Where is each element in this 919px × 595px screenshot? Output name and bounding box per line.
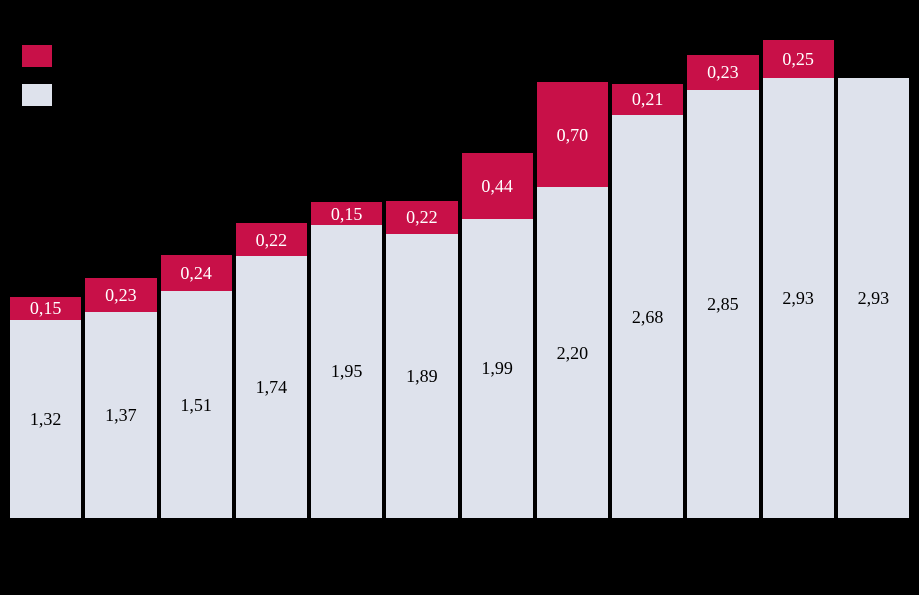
bar: 2,93 bbox=[837, 77, 909, 518]
bar: 0,15 1,32 bbox=[10, 297, 82, 518]
segment-highlight: 0,23 bbox=[687, 55, 759, 90]
segment-base: 1,37 bbox=[85, 312, 157, 518]
bar: 0,24 1,51 bbox=[160, 254, 232, 518]
segment-base: 2,93 bbox=[762, 77, 834, 518]
segment-highlight: 0,15 bbox=[10, 297, 82, 320]
legend bbox=[22, 45, 60, 106]
segment-label: 0,15 bbox=[330, 203, 363, 224]
segment-label: 0,44 bbox=[481, 175, 513, 196]
segment-base: 1,74 bbox=[235, 256, 307, 518]
segment-label: 0,15 bbox=[29, 298, 62, 319]
segment-label: 1,74 bbox=[255, 377, 288, 398]
segment-base: 2,85 bbox=[687, 89, 759, 518]
segment-base: 1,89 bbox=[386, 233, 458, 518]
segment-highlight: 0,22 bbox=[235, 223, 307, 257]
segment-label: 1,37 bbox=[105, 405, 137, 426]
bar: 0,22 1,89 bbox=[386, 200, 458, 518]
segment-highlight: 0,15 bbox=[311, 202, 383, 225]
segment-label: 0,21 bbox=[631, 89, 664, 110]
segment-label: 0,22 bbox=[406, 207, 438, 228]
segment-label: 2,93 bbox=[782, 287, 814, 308]
segment-highlight: 0,23 bbox=[85, 277, 157, 313]
segment-highlight: 0,22 bbox=[386, 200, 458, 234]
segment-label: 1,95 bbox=[330, 361, 363, 382]
bar: 0,25 2,93 bbox=[762, 40, 834, 518]
legend-swatch-highlight bbox=[22, 45, 52, 67]
legend-swatch-base bbox=[22, 84, 52, 106]
bar: 0,22 1,74 bbox=[235, 223, 307, 518]
segment-highlight: 0,44 bbox=[461, 152, 533, 219]
segment-label: 0,22 bbox=[255, 229, 288, 250]
segment-highlight: 0,25 bbox=[762, 40, 834, 78]
segment-base: 1,51 bbox=[160, 291, 232, 518]
legend-item-base bbox=[22, 84, 60, 106]
segment-label: 1,99 bbox=[481, 358, 513, 379]
segment-label: 2,93 bbox=[857, 287, 890, 308]
bar: 0,21 2,68 bbox=[612, 83, 684, 518]
segment-base: 2,20 bbox=[536, 187, 608, 518]
legend-item-highlight bbox=[22, 45, 60, 67]
bar: 0,23 2,85 bbox=[687, 55, 759, 518]
segment-label: 0,25 bbox=[782, 48, 814, 69]
segment-label: 0,24 bbox=[180, 263, 212, 283]
bar: 0,15 1,95 bbox=[311, 202, 383, 518]
segment-label: 2,68 bbox=[631, 306, 664, 327]
segment-base: 1,95 bbox=[311, 224, 383, 518]
segment-label: 2,20 bbox=[556, 342, 589, 363]
bar: 0,70 2,20 bbox=[536, 82, 608, 518]
segment-highlight: 0,21 bbox=[612, 83, 684, 116]
segment-label: 0,23 bbox=[707, 62, 739, 83]
segment-base: 2,68 bbox=[612, 115, 684, 518]
segment-label: 1,51 bbox=[180, 394, 212, 415]
plot-area: 0,15 1,32 0,23 1,37 0,24 1,51 0,22 1,74 0,15 1,95… bbox=[10, 40, 909, 518]
segment-highlight: 0,70 bbox=[536, 82, 608, 188]
segment-base: 1,99 bbox=[461, 218, 533, 518]
segment-label: 2,85 bbox=[707, 293, 739, 314]
segment-highlight: 0,24 bbox=[160, 254, 232, 292]
segment-label: 0,70 bbox=[556, 124, 589, 145]
segment-label: 1,32 bbox=[29, 408, 62, 429]
segment-label: 0,23 bbox=[105, 284, 137, 305]
segment-label: 1,89 bbox=[406, 365, 438, 386]
bar: 0,23 1,37 bbox=[85, 277, 157, 518]
segment-base: 2,93 bbox=[837, 77, 909, 518]
segment-base: 1,32 bbox=[10, 319, 82, 518]
bar: 0,44 1,99 bbox=[461, 152, 533, 518]
